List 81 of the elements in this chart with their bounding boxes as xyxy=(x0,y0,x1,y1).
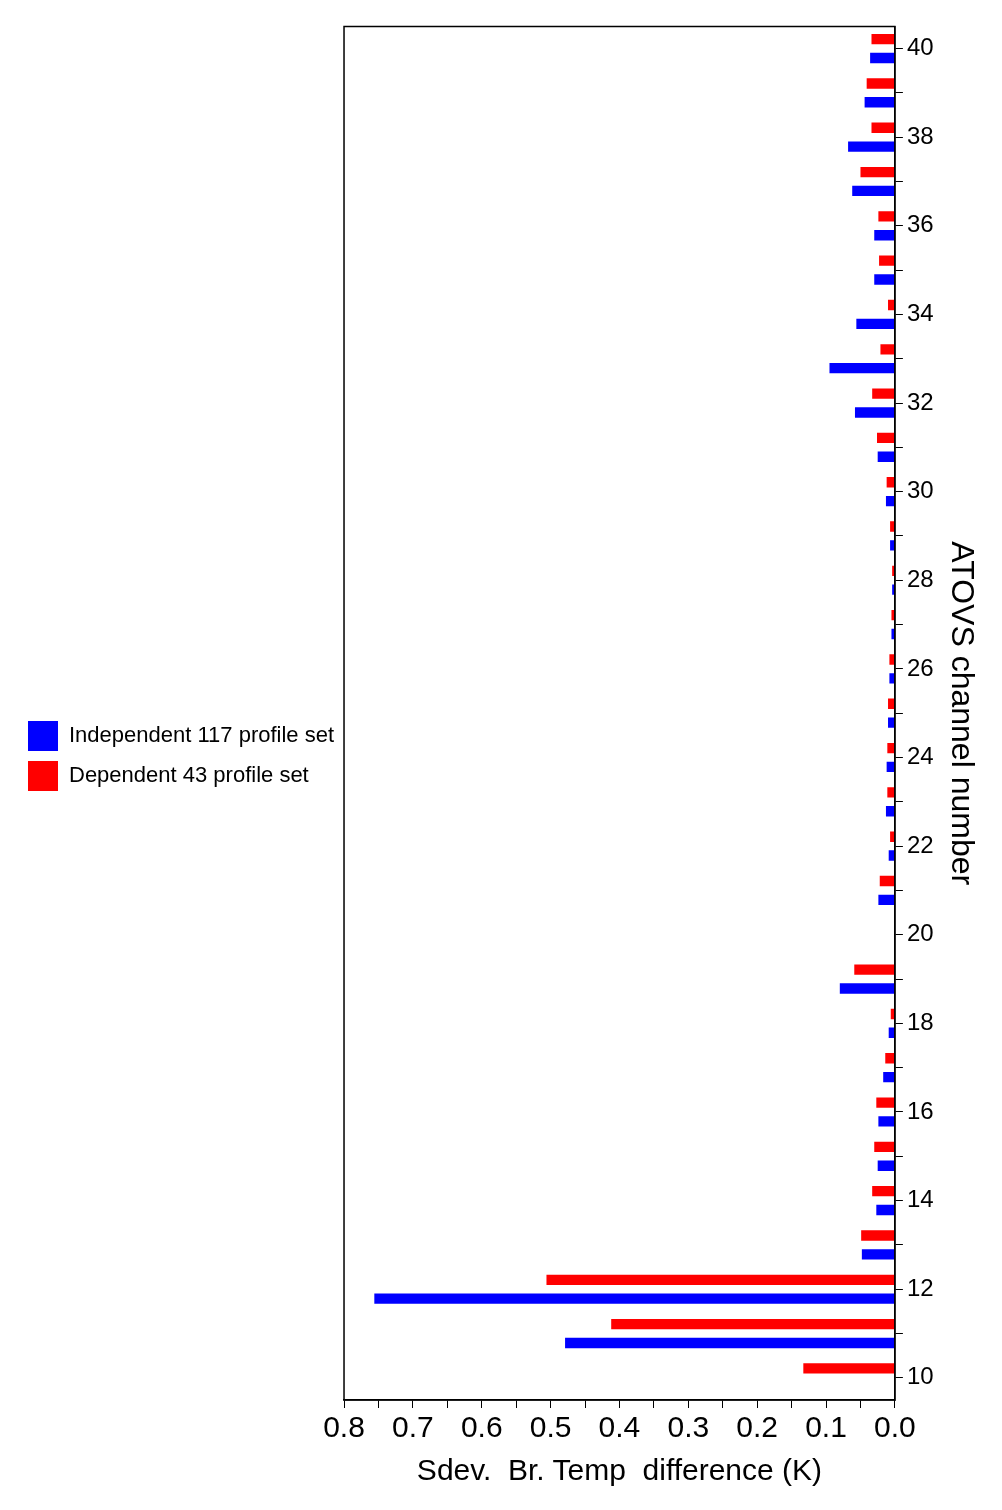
y-tick-label: 20 xyxy=(906,919,934,947)
bar xyxy=(803,1363,895,1374)
bar xyxy=(885,495,895,507)
bar xyxy=(374,1293,895,1304)
bar xyxy=(876,1204,895,1216)
bar xyxy=(829,362,895,374)
bar xyxy=(887,787,895,798)
x-tick-label: 0.4 xyxy=(598,1410,641,1444)
y-tick-label: 26 xyxy=(906,653,934,681)
bar xyxy=(887,742,895,754)
x-tick-label: 0.1 xyxy=(805,1410,847,1444)
bar xyxy=(885,806,895,817)
bar xyxy=(889,654,895,665)
bar xyxy=(890,521,895,532)
y-tick-label: 30 xyxy=(906,476,934,504)
bar xyxy=(852,185,895,197)
bar xyxy=(611,1318,895,1330)
bar xyxy=(878,894,895,906)
bar xyxy=(879,255,895,266)
bar xyxy=(874,230,895,241)
bar xyxy=(872,388,895,399)
x-tick-label: 0.8 xyxy=(323,1410,365,1444)
y-tick-label: 40 xyxy=(906,33,934,61)
y-tick-label: 34 xyxy=(906,299,934,327)
y-axis-title: ATOVS channel number xyxy=(944,541,981,886)
bar xyxy=(854,407,895,418)
bar xyxy=(878,1116,895,1127)
bar xyxy=(891,609,895,621)
bar xyxy=(861,1230,895,1241)
bar xyxy=(888,299,895,311)
bar xyxy=(877,451,895,462)
bar xyxy=(880,344,895,355)
legend-label: Dependent 43 profile set xyxy=(69,762,309,788)
bar xyxy=(871,122,895,133)
bar xyxy=(856,318,895,330)
bar xyxy=(872,1186,895,1197)
y-tick-label: 22 xyxy=(906,830,934,858)
bar xyxy=(883,1071,895,1083)
bar xyxy=(870,52,895,64)
x-tick-label: 0.2 xyxy=(736,1410,779,1444)
bar xyxy=(874,274,895,285)
y-tick-label: 28 xyxy=(906,564,934,592)
bar xyxy=(860,166,895,178)
bar xyxy=(854,964,895,975)
bar xyxy=(871,33,895,45)
bar xyxy=(864,97,895,108)
bar xyxy=(885,1053,895,1064)
bar xyxy=(877,432,895,444)
y-tick-label: 24 xyxy=(906,742,934,770)
x-tick-label: 0.6 xyxy=(460,1410,503,1444)
bar xyxy=(848,141,895,152)
y-tick-label: 36 xyxy=(906,210,934,238)
bar xyxy=(888,698,895,709)
bar xyxy=(877,1160,895,1171)
bar xyxy=(888,850,895,861)
bar xyxy=(878,211,895,222)
bar xyxy=(839,983,895,994)
x-tick-label: 0.5 xyxy=(529,1410,572,1444)
x-tick-label: 0.0 xyxy=(874,1410,916,1444)
x-tick-label: 0.7 xyxy=(392,1410,434,1444)
y-tick-label: 18 xyxy=(906,1007,934,1035)
bar xyxy=(891,628,895,640)
y-tick-label: 38 xyxy=(906,121,934,149)
x-tick-label: 0.3 xyxy=(667,1410,710,1444)
bar xyxy=(876,1097,895,1108)
legend-label: Independent 117 profile set xyxy=(69,722,335,748)
bar xyxy=(874,1141,895,1153)
bar xyxy=(866,78,895,89)
bar xyxy=(546,1274,895,1285)
y-tick-label: 10 xyxy=(906,1362,934,1390)
bar xyxy=(888,717,895,728)
y-tick-label: 16 xyxy=(906,1096,934,1124)
bar xyxy=(861,1249,895,1260)
y-tick-label: 32 xyxy=(906,387,934,415)
x-axis-title: Sdev. Br. Temp difference (K) xyxy=(416,1453,823,1487)
bar xyxy=(565,1337,895,1349)
y-tick-label: 14 xyxy=(906,1185,934,1213)
bar xyxy=(890,540,895,551)
bar xyxy=(889,673,895,684)
y-tick-label: 12 xyxy=(906,1273,934,1301)
bar xyxy=(879,875,895,887)
